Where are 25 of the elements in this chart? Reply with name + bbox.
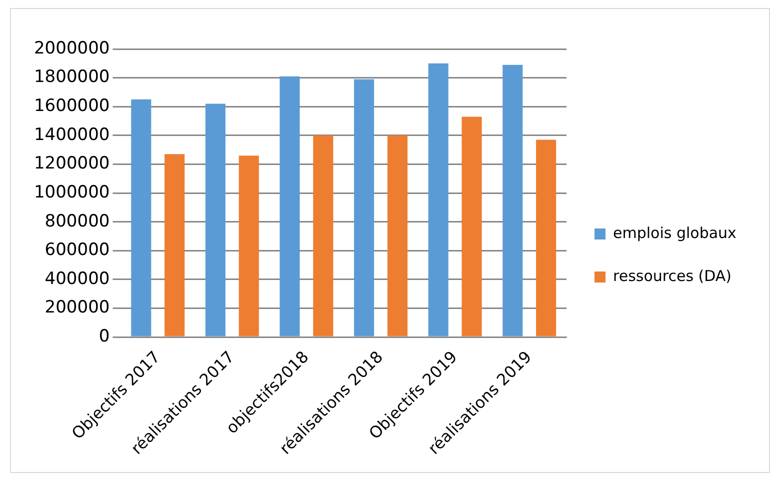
bar — [462, 116, 482, 336]
y-tick-label: 0 — [98, 326, 110, 346]
bar — [280, 76, 300, 336]
y-tick-label: 1000000 — [34, 182, 110, 202]
bar — [164, 154, 185, 336]
legend-label: emplois globaux — [613, 224, 737, 242]
y-tick-label: 200000 — [44, 298, 110, 318]
y-tick-label: 800000 — [44, 211, 110, 232]
y-tick-label: 1400000 — [34, 124, 110, 145]
bar — [536, 140, 556, 336]
y-tick-label: 1200000 — [34, 154, 110, 174]
bar — [131, 99, 152, 336]
y-tick-label: 2000000 — [34, 38, 110, 58]
bar — [313, 135, 334, 336]
y-tick-label: 1800000 — [34, 67, 110, 88]
bar — [502, 64, 523, 336]
y-tick-label: 600000 — [44, 240, 110, 260]
bar — [387, 135, 408, 336]
bar — [238, 156, 259, 336]
legend-label: ressources (DA) — [613, 266, 732, 285]
bar — [428, 63, 448, 336]
bar — [205, 104, 226, 336]
y-tick-label: 1600000 — [34, 96, 110, 116]
y-tick-label: 400000 — [44, 268, 110, 289]
bar — [354, 79, 374, 336]
